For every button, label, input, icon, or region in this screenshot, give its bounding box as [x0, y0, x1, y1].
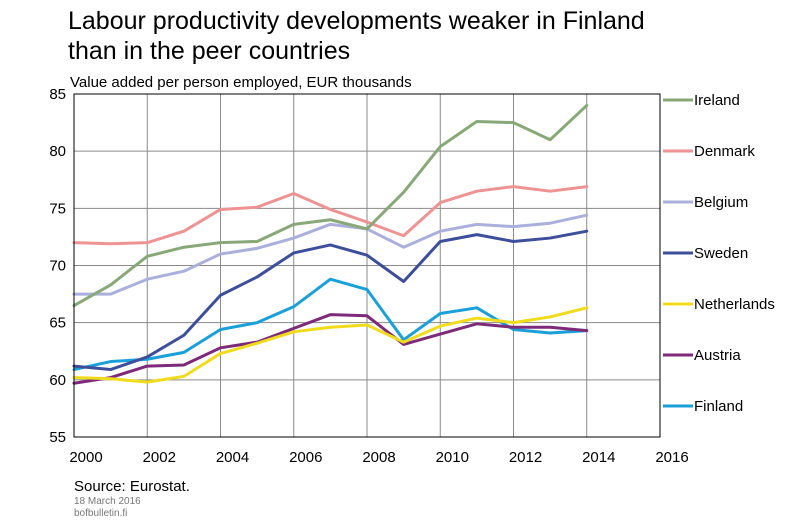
legend-label: Sweden [694, 245, 748, 262]
x-tick-label: 2012 [509, 449, 542, 466]
series-lines [72, 103, 589, 385]
y-tick-label: 55 [49, 429, 66, 446]
y-tick-label: 85 [49, 86, 66, 103]
series-line-belgium [72, 213, 589, 296]
legend-item-austria: Austria [663, 347, 741, 364]
series-line-sweden [72, 229, 589, 372]
site-name: bofbulletin.fi [74, 508, 128, 519]
chart-title-line-1: Labour productivity developments weaker … [68, 7, 645, 35]
x-tick-label: 2000 [69, 449, 102, 466]
legend-item-sweden: Sweden [663, 245, 748, 262]
legend-item-denmark: Denmark [663, 143, 755, 160]
y-tick-label: 65 [49, 315, 66, 332]
chart-subtitle: Value added per person employed, EUR tho… [70, 74, 412, 91]
y-tick-label: 60 [49, 372, 66, 389]
legend-item-belgium: Belgium [663, 194, 748, 211]
legend-label: Netherlands [694, 296, 775, 313]
y-tick-label: 75 [49, 200, 66, 217]
x-tick-label: 2014 [582, 449, 615, 466]
series-line-netherlands [72, 306, 589, 384]
legend-label: Ireland [694, 92, 740, 109]
x-axis: 2000 2002 2004 2006 2008 2010 2012 2014 2016 [69, 449, 688, 466]
plot-frame [73, 93, 661, 438]
legend-item-netherlands: Netherlands [663, 296, 775, 313]
chart-title-line-2: than in the peer countries [68, 37, 351, 65]
x-tick-label: 2002 [143, 449, 176, 466]
y-tick-label: 80 [49, 143, 66, 160]
x-tick-label: 2006 [289, 449, 322, 466]
legend-item-ireland: Ireland [663, 92, 740, 109]
source-note: Source: Eurostat. [74, 478, 190, 495]
x-tick-label: 2010 [436, 449, 469, 466]
legend: Ireland Denmark Belgium Sweden Netherlands Au… [663, 92, 775, 415]
legend-label: Austria [694, 347, 741, 364]
y-axis: 55 60 65 70 75 80 85 [49, 86, 66, 446]
grid-lines [73, 93, 661, 438]
publication-date: 18 March 2016 [74, 496, 141, 507]
chart-title: Labour productivity developments weaker … [68, 6, 768, 66]
y-tick-label: 70 [49, 258, 66, 275]
series-line-austria [72, 313, 589, 385]
legend-label: Finland [694, 398, 743, 415]
series-line-denmark [72, 185, 589, 246]
legend-label: Denmark [694, 143, 755, 160]
legend-item-finland: Finland [663, 398, 743, 415]
x-tick-label: 2016 [655, 449, 688, 466]
x-tick-label: 2008 [362, 449, 395, 466]
x-tick-label: 2004 [216, 449, 249, 466]
legend-label: Belgium [694, 194, 748, 211]
series-line-ireland [72, 103, 589, 308]
